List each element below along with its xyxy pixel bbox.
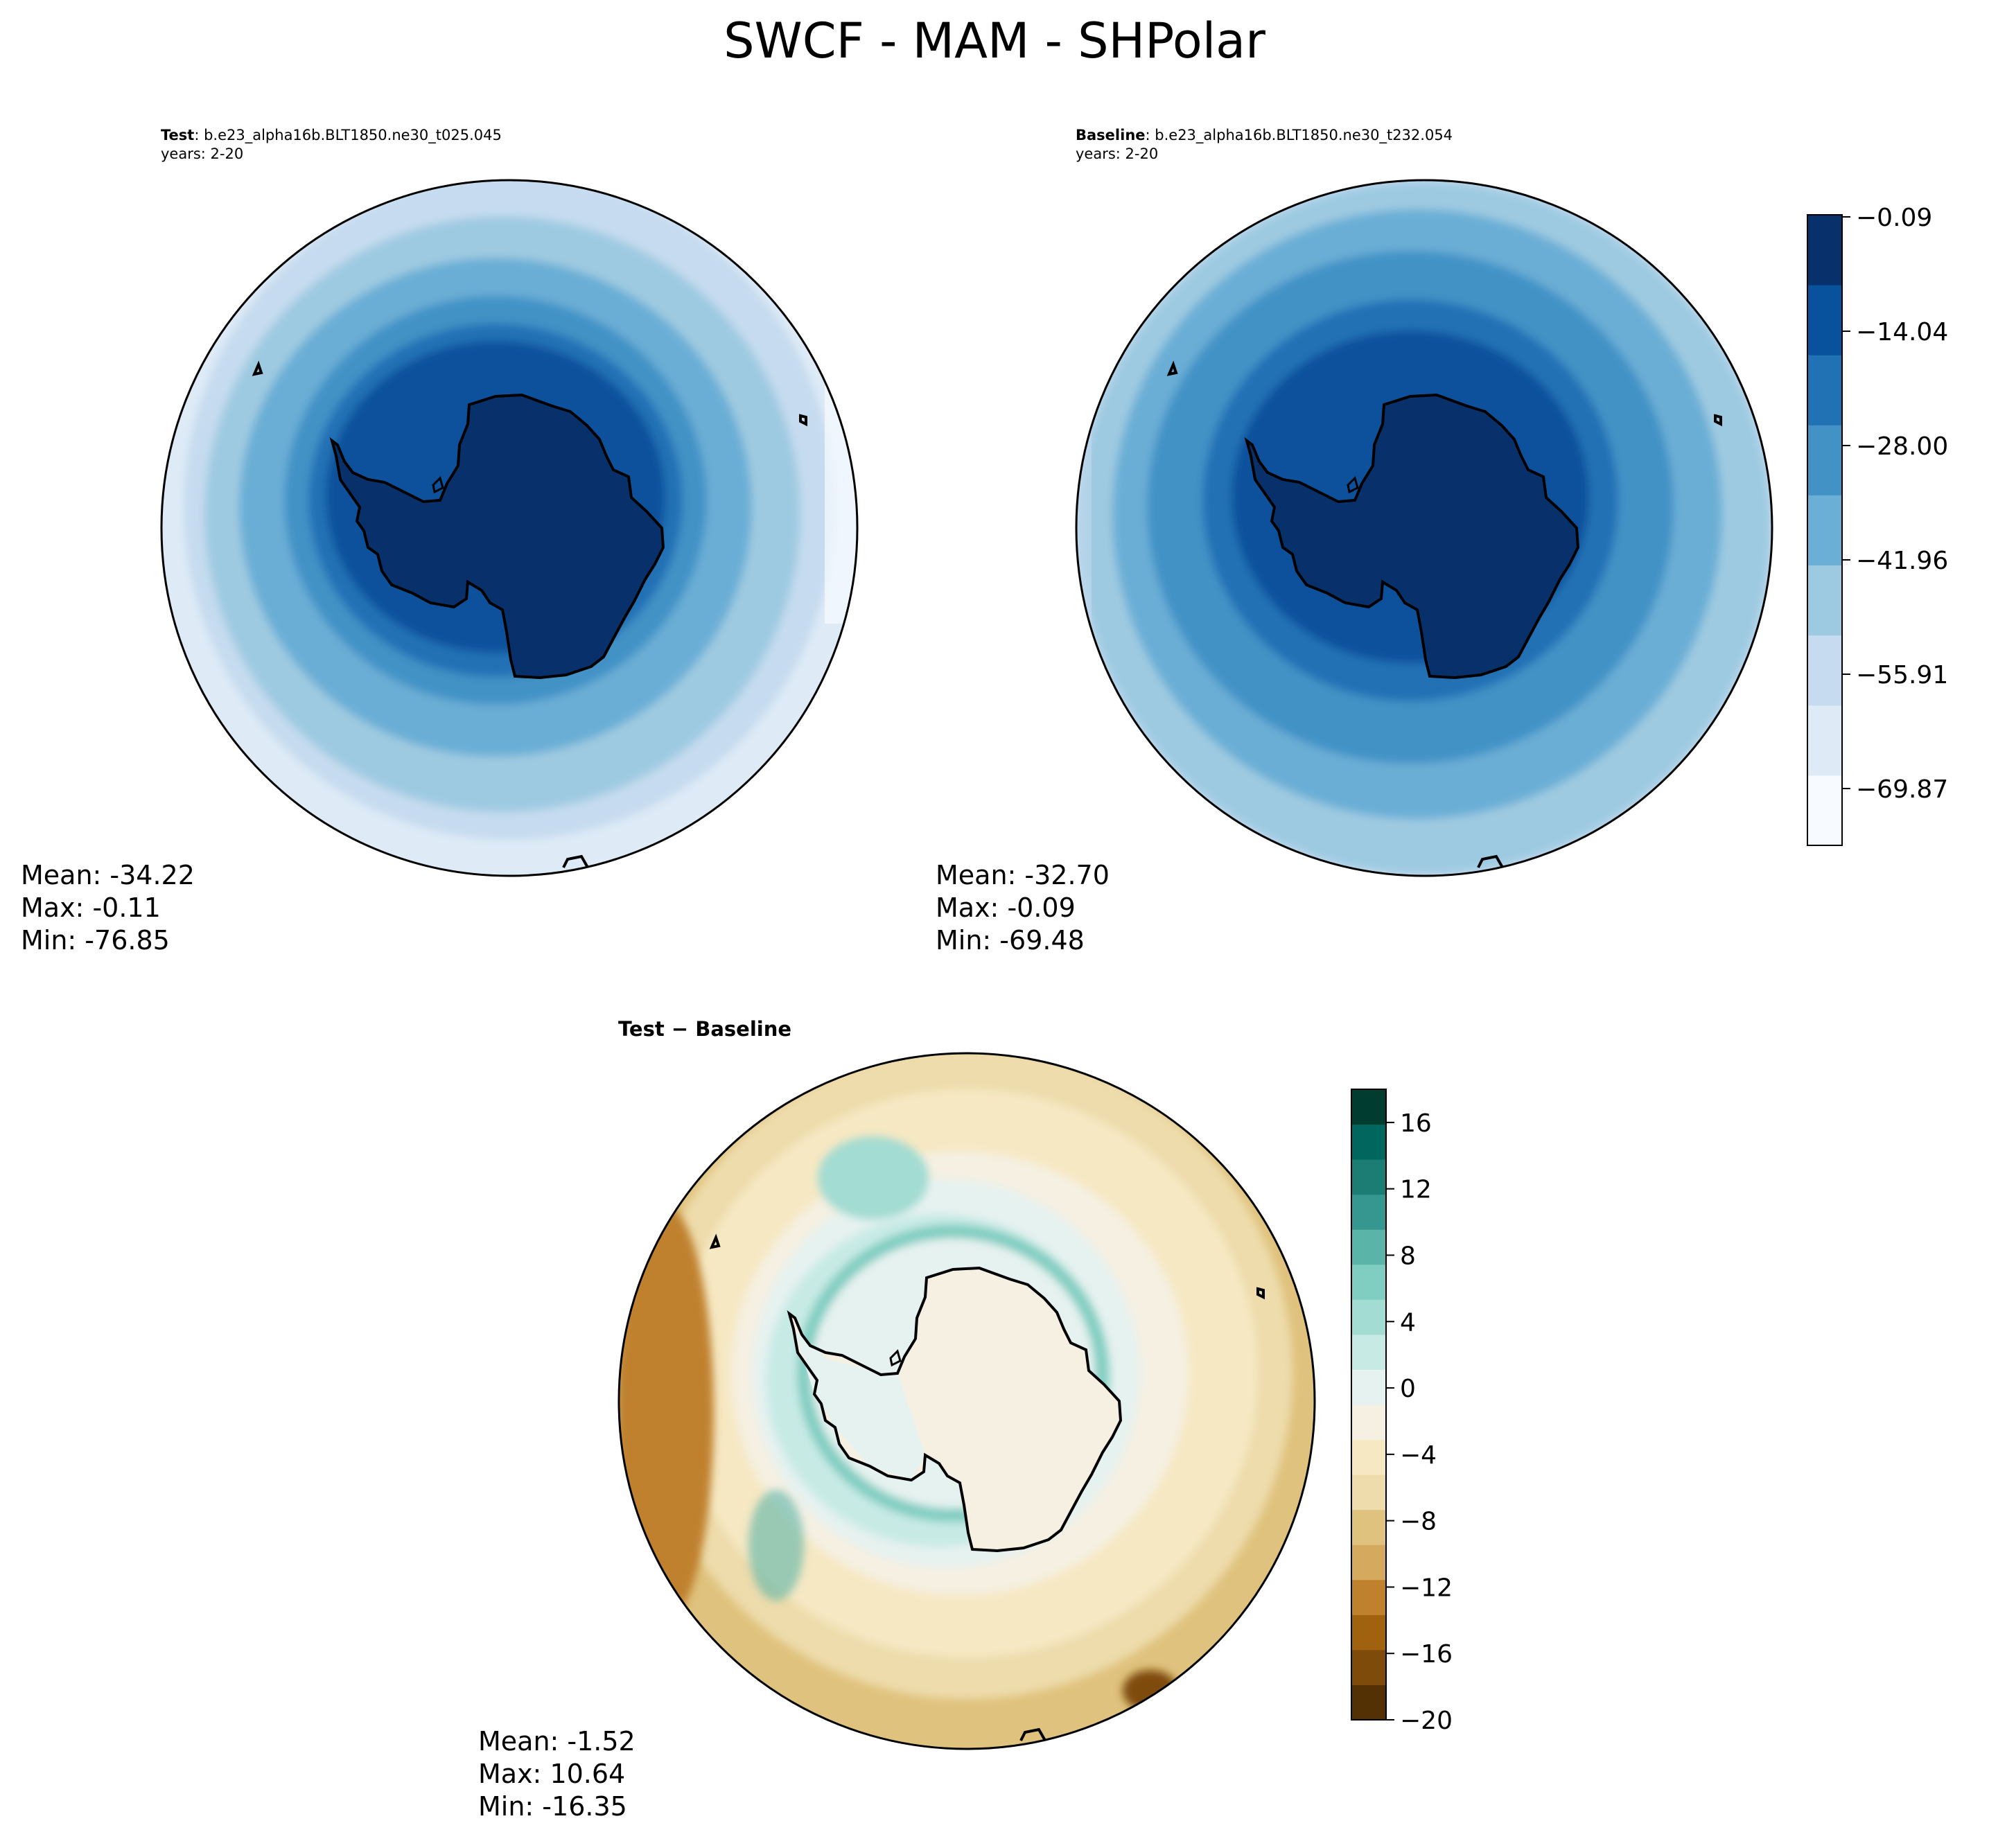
test-case-name: : b.e23_alpha16b.BLT1850.ne30_t025.045 xyxy=(194,127,502,143)
main-colorbar-tick-label: −69.87 xyxy=(1856,775,1948,804)
baseline-panel-title: Baseline: b.e23_alpha16b.BLT1850.ne30_t2… xyxy=(1076,126,1453,164)
diff-colorbar-swatch xyxy=(1351,1405,1386,1441)
diff-colorbar-tick-label: −4 xyxy=(1400,1441,1437,1470)
main-colorbar-swatch xyxy=(1807,425,1842,495)
main-colorbar-swatch xyxy=(1807,705,1842,776)
baseline-map-boundary xyxy=(1075,179,1773,877)
test-max: Max: -0.11 xyxy=(21,892,161,923)
diff-colorbar-tick-label: −16 xyxy=(1400,1640,1453,1669)
diff-colorbar-tick-label: 4 xyxy=(1400,1308,1416,1337)
main-colorbar-tick-label: −14.04 xyxy=(1856,318,1948,346)
diff-panel-title: Test − Baseline xyxy=(618,1017,792,1041)
diff-colorbar-tick-label: −20 xyxy=(1400,1707,1453,1735)
figure-title: SWCF - MAM - SHPolar xyxy=(724,12,1265,69)
main-colorbar-swatch xyxy=(1807,495,1842,566)
diff-colorbar-tick-label: −12 xyxy=(1400,1574,1453,1602)
diff-map-boundary xyxy=(617,1052,1316,1750)
diff-colorbar-swatch xyxy=(1351,1089,1386,1125)
main-colorbar-swatch xyxy=(1807,285,1842,355)
main-colorbar-frame xyxy=(1807,214,1843,846)
diff-colorbar-swatch xyxy=(1351,1194,1386,1230)
diff-colorbar-swatch xyxy=(1351,1684,1386,1721)
baseline-min: Min: -69.48 xyxy=(936,925,1085,956)
diff-stats: Mean: -1.52 Max: 10.64 Min: -16.35 xyxy=(478,1725,636,1823)
main-colorbar-tick-label: −41.96 xyxy=(1856,547,1948,575)
diff-colorbar: 16 12 8 4 0 −4 −8 −12 −16 −20 xyxy=(1351,1089,1453,1735)
main-colorbar-swatch xyxy=(1807,565,1842,636)
diff-colorbar-swatch xyxy=(1351,1369,1386,1405)
diff-min: Min: -16.35 xyxy=(478,1791,627,1822)
diff-colorbar-tick-label: 16 xyxy=(1400,1109,1432,1138)
test-panel-title: Test: b.e23_alpha16b.BLT1850.ne30_t025.0… xyxy=(161,126,502,164)
baseline-label: Baseline xyxy=(1076,127,1146,143)
diff-colorbar-tick-label: 12 xyxy=(1400,1176,1432,1204)
diff-colorbar-swatch xyxy=(1351,1579,1386,1615)
diff-colorbar-tick-label: 0 xyxy=(1400,1375,1416,1403)
main-colorbar-swatch xyxy=(1807,355,1842,425)
diff-colorbar-tick-label: 8 xyxy=(1400,1242,1416,1270)
baseline-map xyxy=(1076,180,1772,876)
diff-colorbar-swatch xyxy=(1351,1334,1386,1370)
diff-colorbar-swatch xyxy=(1351,1545,1386,1581)
baseline-mean: Mean: -32.70 xyxy=(936,860,1110,890)
diff-colorbar-swatch xyxy=(1351,1264,1386,1300)
diff-colorbar-swatch xyxy=(1351,1229,1386,1265)
diff-map xyxy=(619,1053,1315,1749)
test-years: years: 2-20 xyxy=(161,146,244,162)
baseline-years: years: 2-20 xyxy=(1076,146,1159,162)
diff-colorbar-swatch xyxy=(1351,1509,1386,1545)
main-colorbar-swatch xyxy=(1807,775,1842,846)
baseline-max: Max: -0.09 xyxy=(936,892,1076,923)
main-colorbar-tick-label: −0.09 xyxy=(1856,204,1932,232)
test-min: Min: -76.85 xyxy=(21,925,170,956)
diff-colorbar-swatch xyxy=(1351,1159,1386,1195)
diff-mean: Mean: -1.52 xyxy=(478,1726,636,1757)
baseline-case-name: : b.e23_alpha16b.BLT1850.ne30_t232.054 xyxy=(1145,127,1453,143)
baseline-stats: Mean: -32.70 Max: -0.09 Min: -69.48 xyxy=(936,859,1110,957)
diff-colorbar-swatch xyxy=(1351,1649,1386,1685)
main-colorbar-tick-label: −28.00 xyxy=(1856,432,1948,461)
test-stats: Mean: -34.22 Max: -0.11 Min: -76.85 xyxy=(21,859,195,957)
diff-colorbar-swatch xyxy=(1351,1124,1386,1160)
diff-colorbar-swatch xyxy=(1351,1614,1386,1651)
diff-colorbar-tick-label: −8 xyxy=(1400,1508,1437,1536)
main-colorbar-swatch xyxy=(1807,215,1842,285)
diff-colorbar-frame xyxy=(1351,1089,1387,1721)
test-mean: Mean: -34.22 xyxy=(21,860,195,890)
test-map xyxy=(161,180,857,876)
diff-colorbar-swatch xyxy=(1351,1475,1386,1511)
test-map-boundary xyxy=(160,179,859,877)
diff-colorbar-swatch xyxy=(1351,1299,1386,1335)
test-label: Test xyxy=(161,127,195,143)
main-colorbar: −0.09 −14.04 −28.00 −41.96 −55.91 −69.87 xyxy=(1807,204,1948,846)
diff-colorbar-swatch xyxy=(1351,1439,1386,1475)
main-colorbar-tick-label: −55.91 xyxy=(1856,661,1948,689)
main-colorbar-swatch xyxy=(1807,635,1842,706)
diff-max: Max: 10.64 xyxy=(478,1759,626,1789)
